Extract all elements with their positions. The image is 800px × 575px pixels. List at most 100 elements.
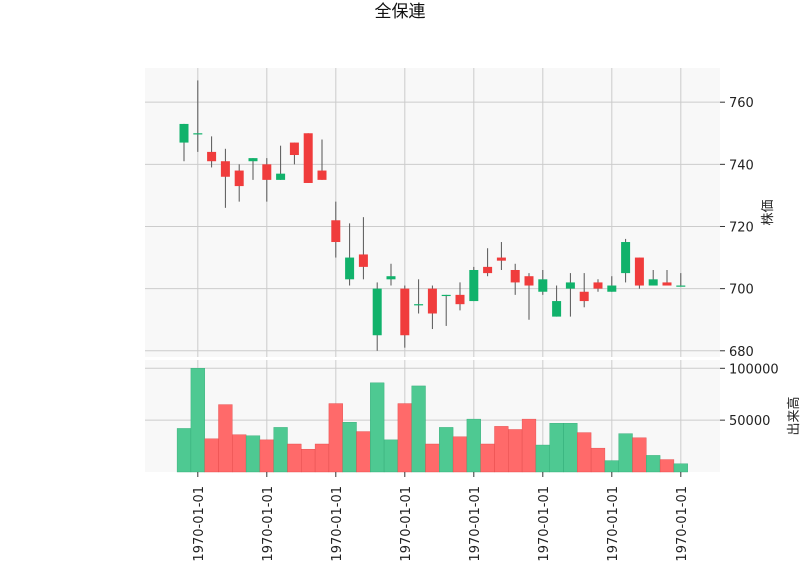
candle <box>552 285 562 317</box>
candle-body <box>676 285 686 287</box>
candle-body <box>427 288 437 314</box>
candle <box>386 263 396 286</box>
candle-body <box>483 266 493 274</box>
candle-body <box>262 164 272 180</box>
volume-bar <box>604 460 619 473</box>
candle <box>621 238 631 283</box>
candle-body <box>510 269 520 283</box>
candle-body <box>469 269 479 302</box>
volume-y-axis: 50000 100000 <box>720 362 779 429</box>
candle <box>593 279 603 292</box>
candle-body <box>565 282 575 289</box>
candle-body <box>621 242 631 274</box>
volume-bar <box>535 444 550 473</box>
volume-bar <box>521 418 537 473</box>
volume-bar <box>439 427 454 473</box>
candle-body <box>179 123 189 143</box>
volume-bar <box>494 426 509 473</box>
volume-bar <box>342 422 357 473</box>
x-tick-label: 1970-01-01 <box>606 486 621 562</box>
candle-body <box>648 279 658 286</box>
candle <box>248 158 258 180</box>
candle-body <box>441 294 451 297</box>
volume-bar <box>646 455 661 473</box>
candle <box>607 276 617 292</box>
candle <box>414 279 424 314</box>
candle <box>565 273 575 317</box>
volume-bar <box>314 443 330 473</box>
candle <box>220 148 230 208</box>
candle-body <box>607 285 617 292</box>
volume-tick-label: 100000 <box>729 362 779 377</box>
x-tick-label: 1970-01-01 <box>192 486 207 562</box>
volume-bar <box>549 423 564 473</box>
volume-bar <box>673 463 688 473</box>
candle-body <box>496 257 506 261</box>
candle <box>372 282 382 351</box>
candle-body <box>634 257 644 286</box>
x-tick-label: 1970-01-01 <box>330 486 345 562</box>
candle-body <box>358 254 368 267</box>
candle-body <box>207 151 217 162</box>
price-tick-label: 740 <box>729 158 754 173</box>
candle-body <box>276 173 286 180</box>
candle-body <box>248 158 258 162</box>
candle <box>262 158 272 202</box>
volume-bar <box>245 435 261 473</box>
candle <box>207 136 217 168</box>
x-axis: 1970-01-01 1970-01-01 1970-01-01 1970-01-01… <box>192 472 690 562</box>
candle <box>427 285 437 330</box>
volume-bar <box>425 443 440 473</box>
volume-bar <box>273 427 288 473</box>
price-tick-label: 760 <box>729 96 754 111</box>
candle <box>496 242 506 270</box>
candle-body <box>524 276 534 286</box>
candle-body <box>193 133 203 135</box>
candle-body <box>289 142 299 156</box>
x-tick-label: 1970-01-01 <box>537 486 552 562</box>
x-tick-label: 1970-01-01 <box>675 486 690 562</box>
volume-bar <box>659 459 675 473</box>
candle <box>634 257 644 289</box>
x-tick-label: 1970-01-01 <box>261 486 276 562</box>
volume-bar <box>370 382 385 473</box>
volume-bar <box>618 433 633 473</box>
volume-bar <box>411 385 426 473</box>
volume-bar <box>480 443 495 473</box>
candle-body <box>331 220 341 243</box>
candle-body <box>372 288 382 336</box>
price-tick-label: 720 <box>729 220 754 235</box>
candle-body <box>386 276 396 280</box>
candle <box>234 164 244 202</box>
volume-bar <box>190 368 205 473</box>
candle-body <box>552 301 562 317</box>
candle <box>276 145 286 180</box>
candle <box>303 133 313 183</box>
price-y-axis: 680 700 720 740 760 <box>720 96 754 360</box>
candle-body <box>317 170 327 180</box>
candle <box>358 217 368 280</box>
candle-body <box>303 133 313 183</box>
volume-bar <box>508 429 523 473</box>
candle <box>524 273 534 320</box>
volume-bar <box>232 434 247 473</box>
volume-bar <box>301 448 316 473</box>
x-tick-label: 1970-01-01 <box>468 486 483 562</box>
x-tick-label: 1970-01-01 <box>399 486 414 562</box>
volume-bar <box>356 431 371 473</box>
candle-body <box>234 170 244 187</box>
candle <box>538 269 548 295</box>
volume-bar <box>397 403 412 473</box>
volume-bar <box>632 437 647 473</box>
candle <box>648 269 658 286</box>
candle <box>455 282 465 311</box>
candle <box>345 223 355 286</box>
candle-body <box>662 282 672 286</box>
price-tick-label: 680 <box>729 345 754 360</box>
chart-title: 全保連 <box>375 2 426 22</box>
candle-body <box>538 279 548 292</box>
candle-body <box>345 257 355 280</box>
volume-bar <box>383 439 399 473</box>
